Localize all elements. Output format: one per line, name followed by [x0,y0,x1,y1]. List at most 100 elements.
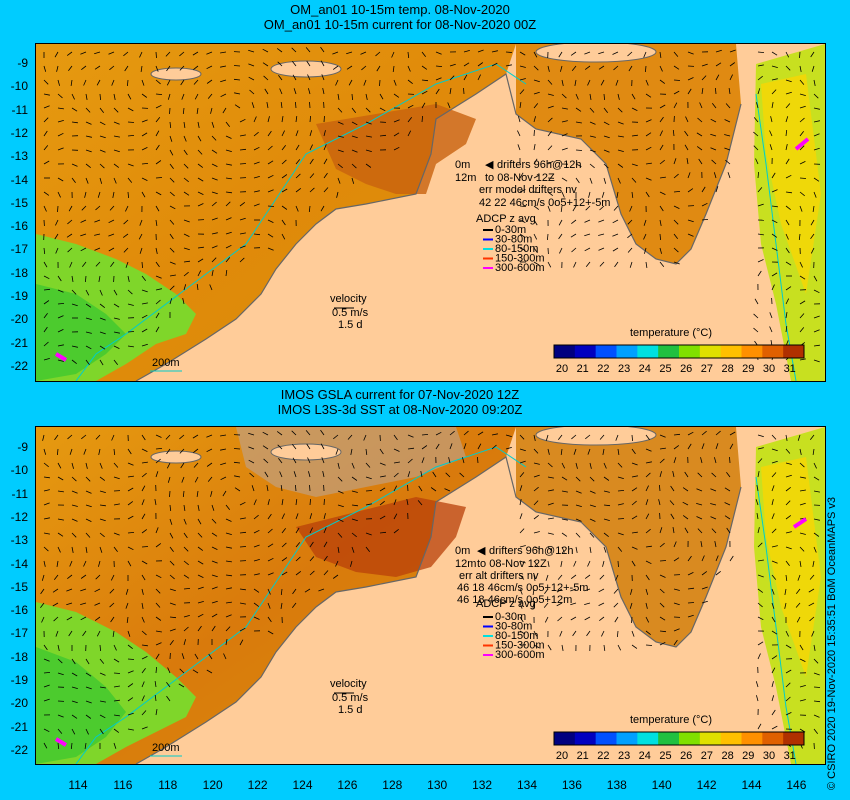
velocity-arrow [618,561,619,567]
colorbar-segment [596,732,617,745]
velocity-arrow [730,457,731,463]
colorbar-segment [721,345,742,358]
isobath-label: 200m [152,742,180,754]
colorbar-segment [700,345,721,358]
colorbar-tick-label: 23 [618,750,630,762]
velocity-arrow [268,206,274,207]
drifters-label-12m: 12m [455,172,476,184]
top-map: 0m ◀ drifters 96h@12h 12m to 08-Nov 12Z … [36,44,825,381]
velocity-time: 1.5 d [338,319,362,331]
drifters-label-0m: 0m [455,159,470,171]
velocity-arrow [366,491,372,492]
velocity-arrow [310,485,311,491]
colorbar-segment [742,732,763,745]
colorbar-segment [617,732,638,745]
y-tick-label: -17 [0,242,28,256]
colorbar-tick-label: 20 [556,750,568,762]
drifters-label-0m: 0m [455,545,470,557]
colorbar-tick-label: 25 [659,363,671,375]
x-tick-label: 114 [63,778,93,792]
colorbar-tick-label: 29 [742,750,754,762]
x-tick-label: 144 [737,778,767,792]
colorbar-segment [637,345,658,358]
y-tick-label: -12 [0,126,28,140]
y-tick-label: -21 [0,336,28,350]
velocity-arrow [234,449,240,450]
velocity-arrow [688,603,694,604]
top-map-panel: 0m ◀ drifters 96h@12h 12m to 08-Nov 12Z … [35,43,826,382]
adcp-legend-label: 300-600m [495,649,545,661]
velocity-speed: 0.5 m/s [332,307,369,319]
colorbar-tick-label: 22 [597,363,609,375]
credit-text: © CSIRO 2020 19-Nov-2020 15:35:51 BoM Oc… [826,497,838,790]
colorbar-segment [658,732,679,745]
x-tick-label: 124 [288,778,318,792]
velocity-arrow [800,178,806,179]
colorbar-segment [762,732,783,745]
velocity-arrow [310,102,311,108]
drifters-label: drifters 96h@12h [489,545,574,557]
colorbar-tick-label: 30 [763,750,775,762]
y-tick-label: -22 [0,359,28,373]
png-coast [536,44,656,62]
y-tick-label: -14 [0,557,28,571]
y-tick-label: -11 [0,103,28,117]
adcp-title: ADCP z avg [476,598,536,610]
colorbar-segment [554,345,575,358]
drifters-date: to 08-Nov 12Z [477,558,547,570]
x-tick-label: 140 [647,778,677,792]
colorbar-segment [783,345,804,358]
y-tick-label: -15 [0,196,28,210]
colorbar-segment [783,732,804,745]
drifters-date: to 08-Nov 12Z [485,172,555,184]
timor-island [271,61,341,77]
top-title-line2: OM_an01 10-15m current for 08-Nov-2020 0… [0,17,800,32]
colorbar-tick-label: 24 [639,363,651,375]
err-label: err model drifters nv [479,184,577,196]
velocity-arrow [142,547,148,548]
bottom-map: 0m ◀ drifters 96h@12h 12m to 08-Nov 12Z … [36,427,825,764]
y-tick-label: -18 [0,650,28,664]
colorbar-segment [554,732,575,745]
bottom-title-line1: IMOS GSLA current for 07-Nov-2020 12Z [0,387,800,402]
colorbar-segment [700,732,721,745]
velocity-arrow [170,491,171,497]
y-tick-label: -13 [0,533,28,547]
velocity-arrow [240,164,246,165]
y-tick-label: -9 [0,440,28,454]
colorbar-tick-label: 26 [680,750,692,762]
velocity-arrow [324,116,325,122]
x-tick-label: 132 [467,778,497,792]
velocity-arrow [128,332,134,333]
y-tick-label: -9 [0,56,28,70]
x-tick-label: 128 [377,778,407,792]
y-tick-label: -20 [0,312,28,326]
png-coast [536,427,656,445]
drifters-label: drifters 96h@12h [497,159,582,171]
velocity-arrow [380,80,381,86]
err-label: err alt drifters nv [459,570,539,582]
velocity-arrow [660,561,666,562]
velocity-arrow [464,88,465,94]
velocity-arrow [408,485,409,491]
x-tick-label: 118 [153,778,183,792]
x-tick-label: 136 [557,778,587,792]
y-tick-label: -21 [0,720,28,734]
colorbar-segment [575,345,596,358]
velocity-arrow [646,645,652,646]
colorbar-tick-label: 21 [577,750,589,762]
velocity-arrow [170,108,171,114]
colorbar-tick-label: 20 [556,363,568,375]
colorbar-title: temperature (°C) [630,714,712,726]
velocity-arrow [234,66,240,67]
colorbar-tick-label: 27 [701,750,713,762]
velocity-arrow [506,52,512,53]
x-tick-label: 142 [692,778,722,792]
y-tick-label: -10 [0,79,28,93]
colorbar-segment [617,345,638,358]
colorbar-tick-label: 31 [784,750,796,762]
velocity-arrow [576,150,582,151]
top-title-line1: OM_an01 10-15m temp. 08-Nov-2020 [0,2,800,17]
velocity-arrow [128,659,134,660]
y-tick-label: -11 [0,487,28,501]
